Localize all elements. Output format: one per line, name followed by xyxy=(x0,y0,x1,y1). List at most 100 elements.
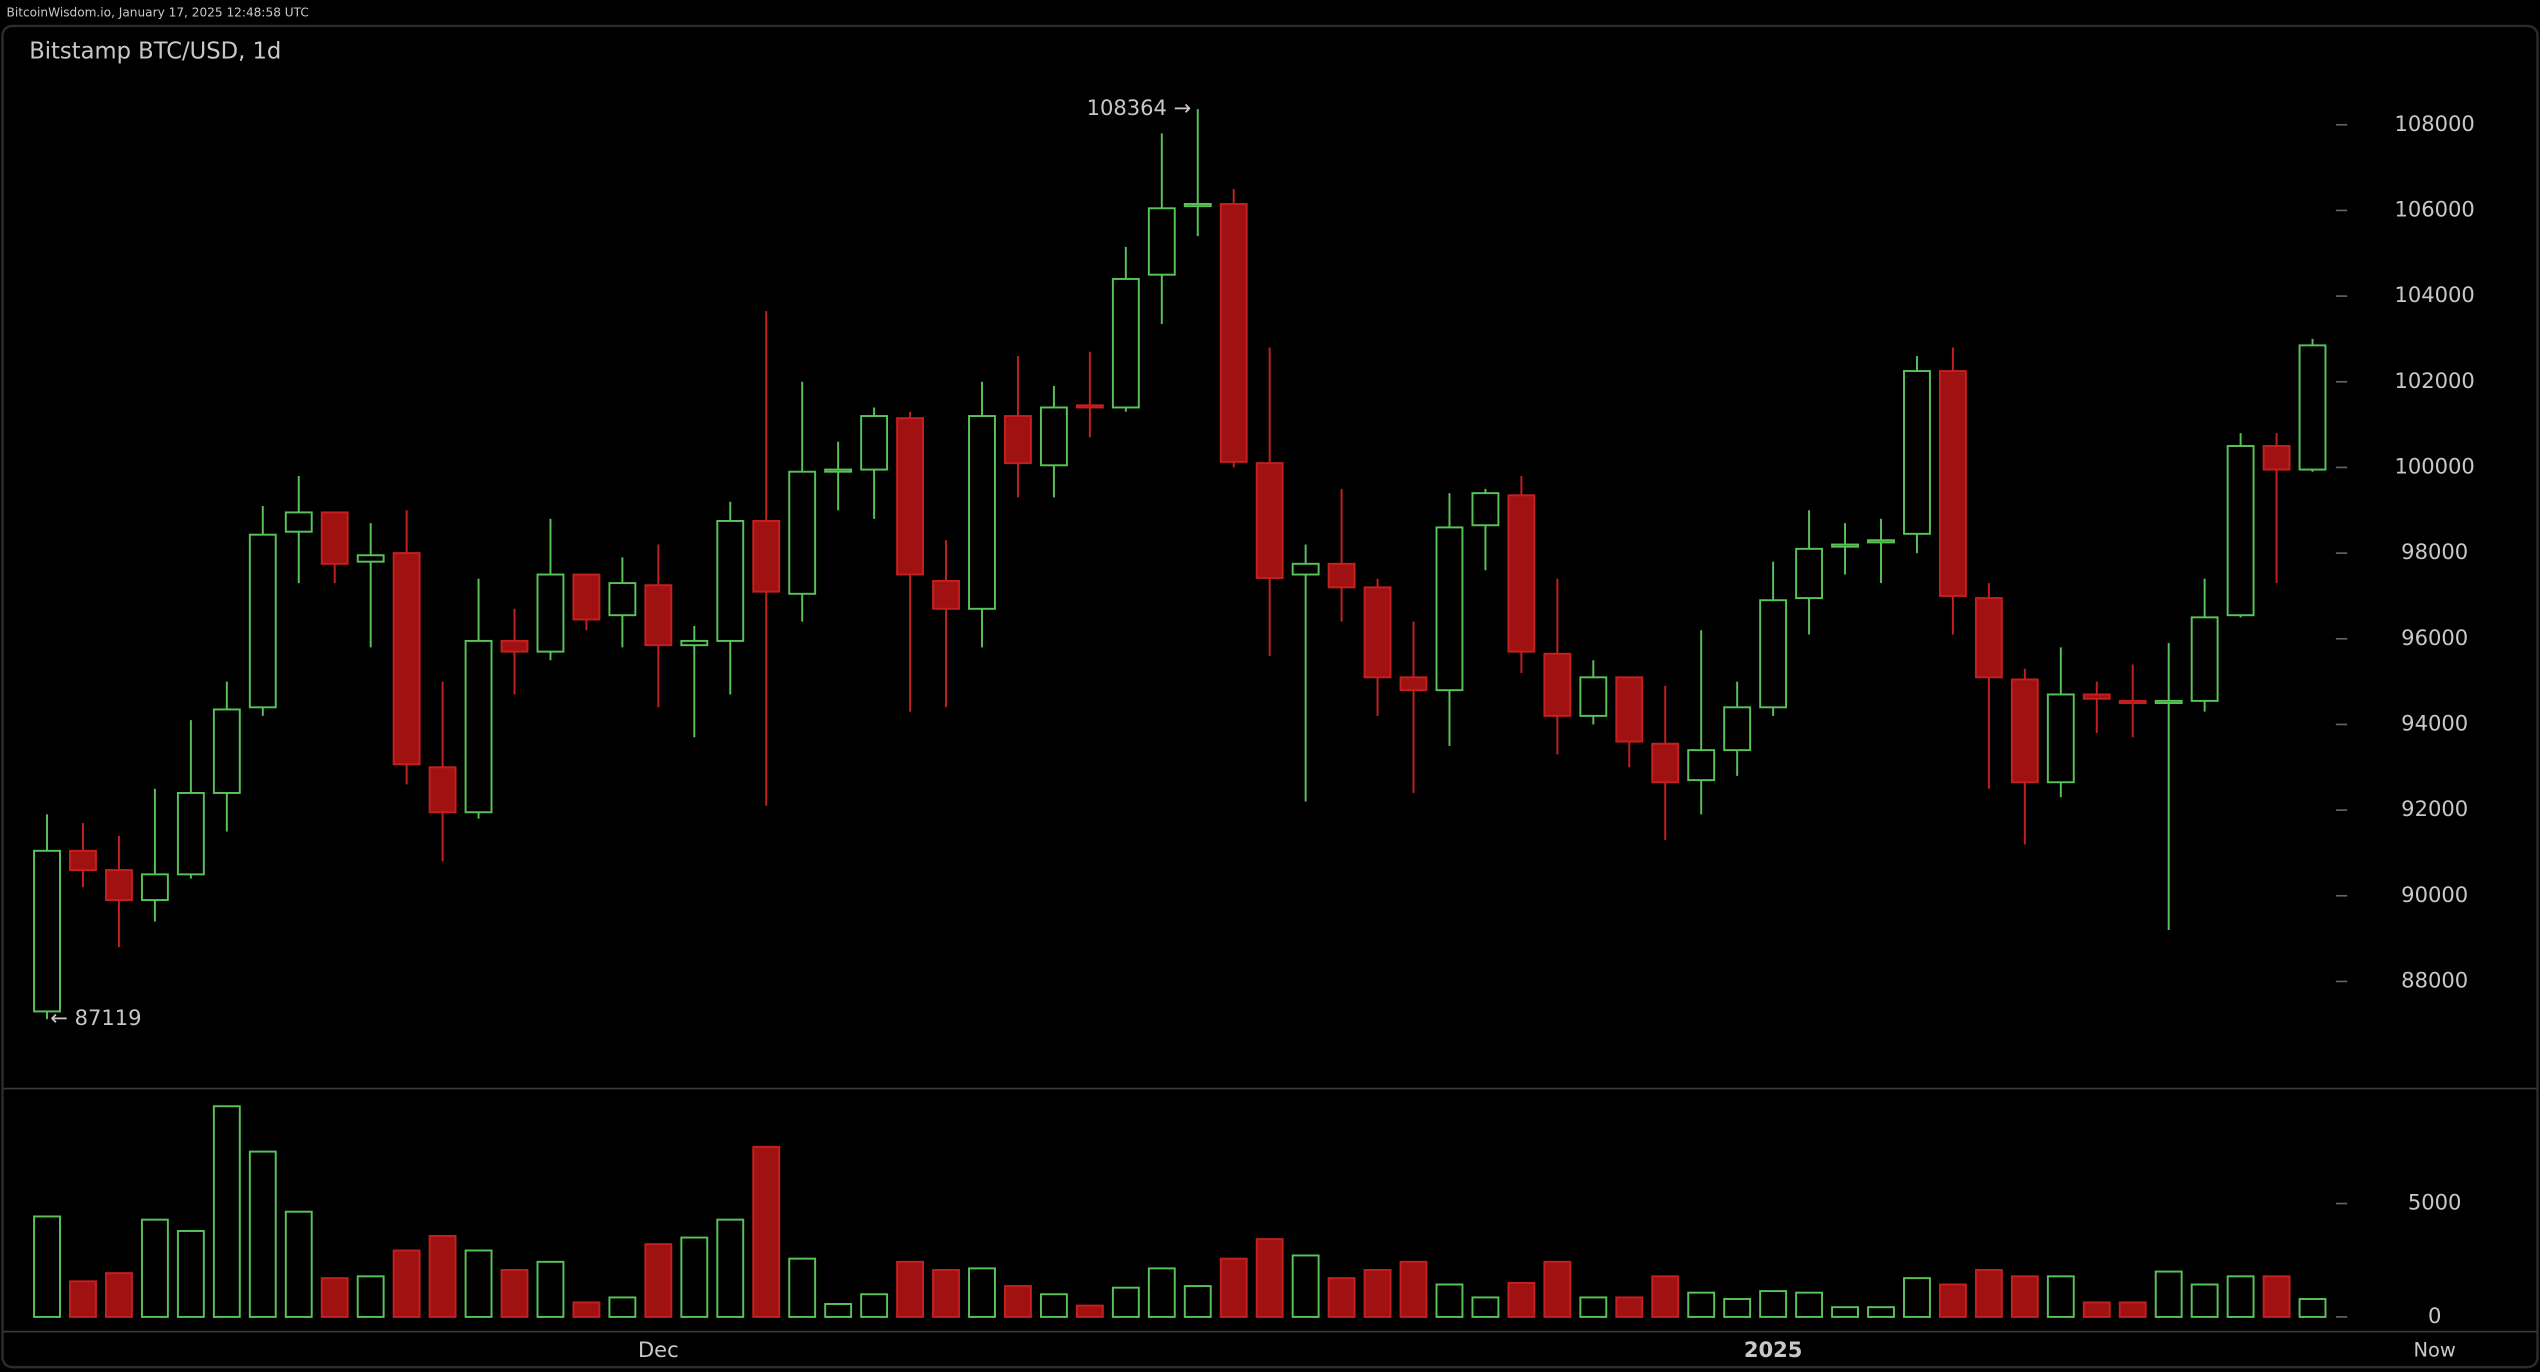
y-tick-label: 108000 xyxy=(2394,111,2474,136)
volume-bar xyxy=(2262,1275,2291,1318)
volume-bar xyxy=(1579,1296,1608,1318)
x-tick-label: Dec xyxy=(638,1337,679,1362)
candle-body xyxy=(644,584,673,647)
volume-bar xyxy=(356,1275,385,1318)
volume-bar xyxy=(2082,1301,2111,1318)
volume-bar xyxy=(824,1303,853,1318)
header-text: BitcoinWisdom.io, January 17, 2025 12:48… xyxy=(7,5,309,19)
volume-bar xyxy=(1543,1260,1572,1318)
candle-body xyxy=(69,849,97,872)
volume-bar xyxy=(860,1293,889,1318)
volume-bar xyxy=(2154,1270,2183,1318)
volume-bar xyxy=(2010,1275,2039,1318)
volume-bar xyxy=(1399,1260,1428,1318)
volume-bar xyxy=(2046,1275,2075,1318)
volume-bar xyxy=(212,1105,241,1318)
volume-bar xyxy=(1147,1267,1176,1318)
volume-bar xyxy=(1867,1306,1895,1318)
candle-body xyxy=(1327,562,1356,589)
candle-body xyxy=(2262,445,2291,471)
candle-body xyxy=(1507,494,1536,653)
candle-body xyxy=(2082,693,2111,700)
volume-bar xyxy=(1759,1290,1788,1318)
volume-bar xyxy=(2226,1275,2255,1318)
panel-border xyxy=(1,24,2539,1369)
volume-bar xyxy=(176,1230,205,1318)
candle-body xyxy=(1543,652,1572,717)
candle-body xyxy=(1903,370,1931,535)
candle-body xyxy=(1759,599,1788,709)
candle-body xyxy=(2118,699,2147,704)
volume-bar xyxy=(69,1280,97,1318)
candle-body xyxy=(33,849,61,1013)
volume-bar xyxy=(1795,1291,1824,1318)
volume-bar xyxy=(248,1150,277,1318)
candle-body xyxy=(284,511,313,533)
y-tick-label: 96000 xyxy=(2401,625,2468,650)
volume-bar xyxy=(1075,1304,1104,1318)
candle-body xyxy=(1651,742,1680,784)
volume-bar xyxy=(1938,1283,1967,1318)
y-tick-label: 94000 xyxy=(2401,710,2468,735)
volume-bar xyxy=(1255,1238,1284,1318)
candle-body xyxy=(824,468,853,473)
volume-bar xyxy=(140,1218,169,1318)
candle-body xyxy=(1363,586,1392,679)
volume-bar xyxy=(33,1215,61,1318)
volume-bar xyxy=(1507,1281,1536,1318)
candle-body xyxy=(392,552,421,766)
volume-bar xyxy=(1039,1293,1068,1318)
candle-body xyxy=(1255,462,1284,579)
volume-bar xyxy=(392,1249,421,1318)
candle-body xyxy=(320,511,349,565)
candle-body xyxy=(1687,749,1716,782)
candle-body xyxy=(176,792,205,876)
candle-body xyxy=(1219,203,1248,463)
candle-body xyxy=(1111,277,1140,409)
candle-body xyxy=(1471,492,1500,527)
volume-bar xyxy=(932,1269,960,1318)
y-tick-label: 100000 xyxy=(2394,453,2474,478)
y-tick-label: 90000 xyxy=(2401,882,2468,907)
candle-body xyxy=(932,579,960,610)
volume-bar xyxy=(1903,1277,1931,1318)
volume-bar xyxy=(1183,1285,1212,1318)
candle-body xyxy=(1039,406,1068,467)
volume-bar xyxy=(1831,1306,1859,1318)
candle-body xyxy=(500,639,529,653)
y-tick-label: 106000 xyxy=(2394,196,2474,221)
candle-body xyxy=(356,554,385,563)
volume-bar xyxy=(788,1257,817,1318)
x-tick-label: 2025 xyxy=(1744,1337,1803,1362)
volume-bar xyxy=(2190,1283,2219,1318)
candle-body xyxy=(1615,676,1644,743)
candle-body xyxy=(1075,404,1104,409)
candle-body xyxy=(536,573,565,653)
candle-body xyxy=(1974,597,2003,679)
volume-bar xyxy=(716,1218,745,1318)
volume-bar xyxy=(680,1236,709,1318)
candle-body xyxy=(2226,445,2255,617)
volume-bar xyxy=(2118,1301,2147,1318)
candle-body xyxy=(1867,539,1895,544)
volume-bar xyxy=(1291,1254,1320,1318)
volume-bar xyxy=(320,1277,349,1318)
candle-body xyxy=(464,639,493,814)
candle-body xyxy=(572,573,601,621)
candle-body xyxy=(1795,547,1824,600)
volume-bar xyxy=(1363,1269,1392,1318)
candle-body xyxy=(860,415,889,471)
candle-body xyxy=(1183,203,1212,208)
volume-bar xyxy=(428,1234,457,1318)
volume-bar xyxy=(1974,1269,2003,1318)
volume-bar xyxy=(1327,1277,1356,1318)
candle-body xyxy=(105,869,133,902)
volume-bar xyxy=(500,1269,529,1318)
candle-body xyxy=(896,417,925,576)
candle-body xyxy=(1723,706,1752,752)
candle-body xyxy=(1579,676,1608,717)
annotation-low: ← 87119 xyxy=(50,1005,141,1030)
candle-body xyxy=(968,415,996,610)
